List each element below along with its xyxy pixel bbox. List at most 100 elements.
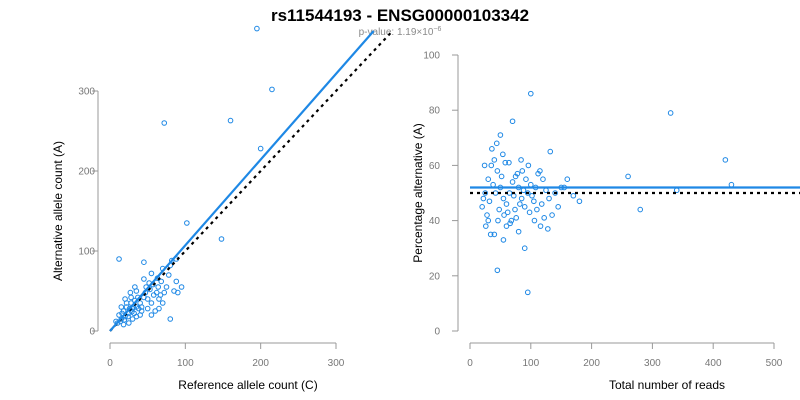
right-data-point <box>508 217 515 224</box>
left-data-point <box>138 304 145 310</box>
right-data-point <box>490 181 496 188</box>
left-data-point <box>158 278 165 285</box>
left-data-point <box>129 316 136 322</box>
left-x-tick-label: 300 <box>328 358 345 369</box>
right-data-point <box>625 173 631 180</box>
left-fit-line <box>109 30 375 332</box>
right-data-point <box>541 215 547 221</box>
left-data-point <box>116 312 122 318</box>
right-data-point <box>481 162 488 169</box>
right-data-point <box>479 204 485 210</box>
right-data-point <box>515 228 522 235</box>
right-data-point <box>528 90 534 97</box>
right-data-point <box>667 110 674 116</box>
right-data-point <box>482 190 489 196</box>
left-x-tick-label: 0 <box>107 358 113 369</box>
left-y-tick-label: 200 <box>78 167 95 178</box>
left-data-point <box>148 270 155 277</box>
right-y-tick-label: 0 <box>434 327 440 338</box>
right-data-point <box>503 201 510 207</box>
left-data-point <box>150 292 157 298</box>
left-data-point <box>148 300 155 306</box>
right-data-point <box>502 159 509 166</box>
right-data-point <box>576 198 583 205</box>
right-data-point <box>500 195 507 202</box>
right-data-point <box>510 192 517 199</box>
left-y-axis-label: Alternative allele count (A) <box>51 141 65 281</box>
left-data-point <box>114 320 121 326</box>
left-x-tick-label: 200 <box>252 358 269 369</box>
right-x-tick-label: 500 <box>766 358 783 369</box>
right-data-point <box>493 140 500 147</box>
right-data-point <box>519 168 526 174</box>
left-data-point <box>129 309 135 315</box>
right-data-point <box>526 209 533 216</box>
right-data-point <box>534 206 540 213</box>
right-data-point <box>546 195 552 202</box>
left-data-point <box>167 316 174 322</box>
right-data-point <box>500 237 507 243</box>
right-data-point <box>547 148 554 155</box>
left-data-point <box>123 300 130 306</box>
right-data-point <box>517 201 523 207</box>
left-data-point <box>175 289 181 296</box>
right-x-tick-label: 400 <box>705 358 722 369</box>
right-data-point <box>521 245 528 251</box>
left-data-point <box>161 120 168 126</box>
left-data-point <box>152 308 158 314</box>
right-data-point <box>525 162 532 169</box>
right-data-point <box>509 118 516 125</box>
right-data-point <box>524 289 531 296</box>
left-data-point <box>159 300 166 306</box>
right-data-point <box>480 195 487 202</box>
right-y-tick-label: 80 <box>429 106 441 117</box>
right-data-point <box>537 223 544 229</box>
left-data-point <box>168 257 175 264</box>
right-x-tick-label: 300 <box>644 358 661 369</box>
right-data-point <box>501 212 507 218</box>
left-x-axis-label: Reference allele count (C) <box>178 378 317 392</box>
left-data-point <box>144 305 151 312</box>
right-data-point <box>491 157 498 163</box>
right-x-tick-label: 200 <box>583 358 600 369</box>
left-data-point <box>116 256 122 262</box>
right-data-point <box>500 151 506 158</box>
right-data-point <box>491 231 498 238</box>
left-scatter-panel: 0 100 200 300 Reference allele count (C) 0 100… <box>51 25 394 392</box>
right-data-point <box>528 181 534 188</box>
right-data-point <box>483 223 489 229</box>
left-data-point <box>269 86 275 93</box>
right-data-point <box>531 198 537 205</box>
right-data-point <box>637 206 644 213</box>
left-reference-line <box>109 30 394 332</box>
right-data-point <box>521 204 528 210</box>
left-data-point <box>156 305 162 312</box>
left-data-point <box>141 259 147 266</box>
right-y-axis-label: Percentage alternative (A) <box>411 123 425 262</box>
right-data-point <box>504 209 511 216</box>
chart-subtitle: p-value: 1.19×10−6 <box>359 26 442 38</box>
right-data-point <box>545 226 551 232</box>
right-data-point <box>506 159 512 166</box>
right-data-point <box>529 192 535 199</box>
left-data-point <box>218 236 225 242</box>
left-data-point <box>165 272 172 278</box>
left-data-point <box>126 320 132 326</box>
right-data-point <box>543 187 549 194</box>
left-data-point <box>184 220 190 226</box>
right-data-point <box>513 215 520 221</box>
left-data-point <box>137 312 143 318</box>
right-y-tick-label: 100 <box>423 51 440 62</box>
right-scatter-panel: 0 100 200 300 400 500 Total number of reads 0 20… <box>411 51 800 392</box>
right-data-point <box>509 179 516 185</box>
right-data-point <box>540 176 546 182</box>
right-data-point <box>494 267 501 274</box>
right-data-point <box>484 212 490 218</box>
right-data-point <box>570 192 577 199</box>
right-x-tick-label: 100 <box>522 358 539 369</box>
right-data-point <box>555 204 561 210</box>
left-data-point <box>163 284 170 290</box>
right-data-point <box>486 198 493 205</box>
right-data-point <box>673 187 680 194</box>
